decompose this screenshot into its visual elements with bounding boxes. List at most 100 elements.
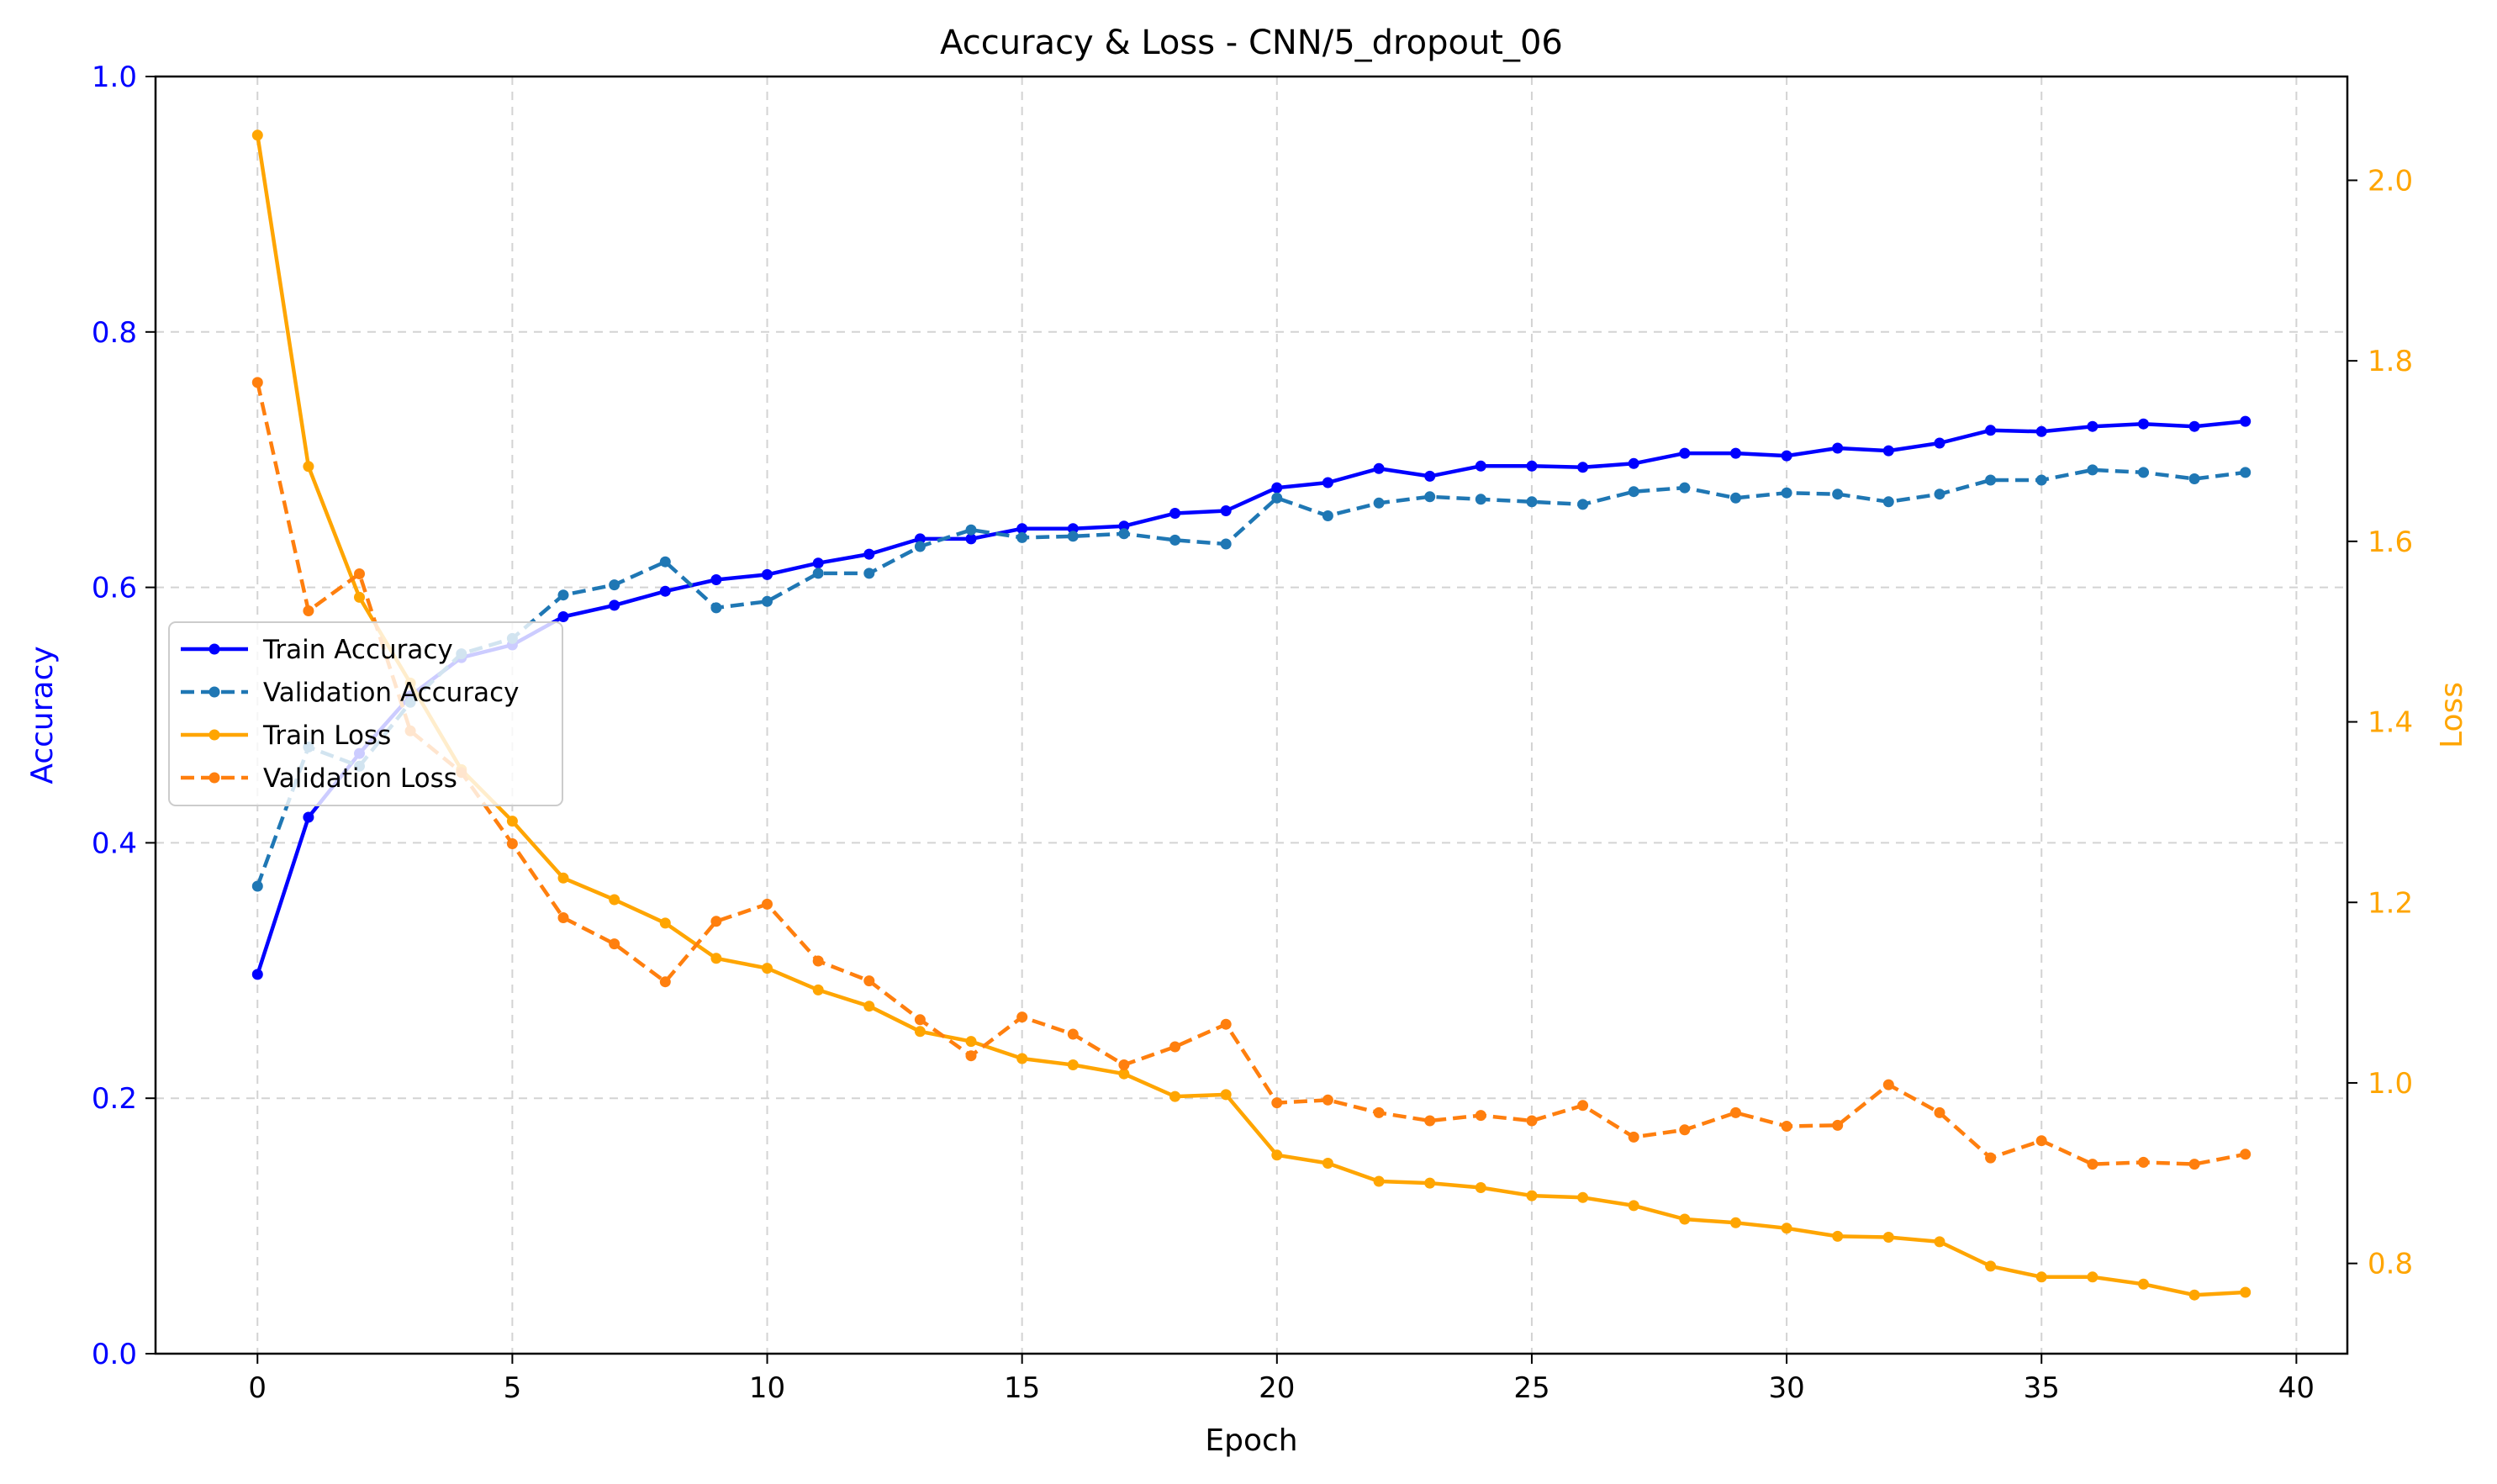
data-point-validation-accuracy <box>2138 467 2149 478</box>
data-point-validation-accuracy <box>659 556 671 568</box>
data-point-train-loss <box>812 984 824 995</box>
data-point-train-loss <box>1169 1091 1181 1102</box>
data-point-validation-accuracy <box>251 880 263 892</box>
data-point-validation-loss <box>1628 1131 1639 1143</box>
data-point-validation-accuracy <box>914 541 926 552</box>
data-point-train-loss <box>965 1036 977 1048</box>
data-point-train-accuracy <box>1067 523 1079 535</box>
legend-label-train-accuracy: Train Accuracy <box>262 635 453 665</box>
series-line-validation-accuracy <box>256 467 2246 887</box>
x-tick-label: 25 <box>1513 1371 1549 1405</box>
data-point-validation-loss <box>2240 1149 2252 1160</box>
axes-layer: 0 5 10 15 20 25 30 35 40 0.0 0.2 0.4 0.6 0.8 1.0 0.8 1.0… <box>92 61 2413 1405</box>
data-point-train-loss <box>1016 1053 1028 1064</box>
data-point-validation-loss <box>1169 1041 1181 1053</box>
y-left-tick-label: 0.6 <box>92 572 137 605</box>
data-point-train-loss <box>1882 1232 1894 1243</box>
data-point-train-accuracy <box>1322 477 1333 489</box>
data-point-validation-accuracy <box>557 589 569 601</box>
data-point-validation-accuracy <box>1067 531 1079 542</box>
y-right-tick-label: 1.0 <box>2368 1067 2413 1101</box>
data-point-validation-accuracy <box>1781 487 1792 499</box>
legend-box <box>168 621 563 806</box>
data-point-train-accuracy <box>251 969 263 980</box>
data-point-train-accuracy <box>710 574 722 585</box>
data-point-train-loss <box>1832 1230 1844 1242</box>
data-point-validation-loss <box>1067 1028 1079 1040</box>
data-point-validation-accuracy <box>762 595 773 607</box>
data-point-validation-loss <box>914 1014 926 1026</box>
data-point-train-loss <box>506 816 518 827</box>
data-point-validation-accuracy <box>710 602 722 614</box>
x-tick-label: 5 <box>504 1371 522 1405</box>
y-left-tick-label: 0.2 <box>92 1082 137 1116</box>
x-tick-label: 10 <box>749 1371 785 1405</box>
x-tick-label: 20 <box>1259 1371 1295 1405</box>
data-point-train-accuracy <box>2035 425 2047 437</box>
data-point-validation-accuracy <box>812 568 824 579</box>
x-tick-label: 0 <box>248 1371 267 1405</box>
data-point-validation-accuracy <box>1118 528 1130 540</box>
y-right-tick-label: 1.6 <box>2368 525 2413 559</box>
data-point-validation-loss <box>1781 1121 1792 1132</box>
data-point-train-accuracy <box>863 548 875 560</box>
data-point-validation-loss <box>1475 1110 1486 1122</box>
data-point-validation-accuracy <box>1628 486 1639 498</box>
data-point-train-loss <box>1322 1158 1333 1169</box>
series-line-validation-loss <box>256 382 2246 1166</box>
data-point-train-loss <box>1424 1177 1436 1189</box>
x-axis-label: Epoch <box>1205 1423 1297 1458</box>
data-point-validation-loss <box>354 568 365 579</box>
series-layer <box>251 129 2252 1301</box>
y-right-tick-label: 0.8 <box>2368 1248 2413 1281</box>
data-point-train-loss <box>1985 1260 1997 1272</box>
data-point-validation-loss <box>812 955 824 967</box>
data-point-validation-loss <box>1934 1106 1945 1118</box>
data-point-validation-loss <box>762 898 773 910</box>
data-point-validation-loss <box>965 1050 977 1062</box>
data-point-validation-accuracy <box>1322 510 1333 521</box>
data-point-validation-loss <box>710 916 722 927</box>
data-point-validation-loss <box>1730 1106 1741 1118</box>
data-point-train-accuracy <box>1475 460 1486 472</box>
data-point-train-loss <box>1679 1213 1691 1225</box>
data-point-validation-accuracy <box>965 524 977 536</box>
data-point-validation-accuracy <box>1373 497 1385 509</box>
data-point-train-loss <box>762 963 773 974</box>
data-point-validation-loss <box>609 938 620 950</box>
data-point-train-accuracy <box>762 568 773 580</box>
data-point-validation-loss <box>1526 1115 1538 1127</box>
data-point-validation-accuracy <box>1882 496 1894 508</box>
series-train-loss <box>251 129 2252 1301</box>
series-line-train-loss <box>256 135 2246 1297</box>
data-point-train-loss <box>1628 1200 1639 1212</box>
data-point-train-loss <box>2087 1271 2098 1283</box>
data-point-validation-loss <box>506 838 518 849</box>
data-point-train-accuracy <box>1577 462 1589 473</box>
data-point-train-loss <box>863 1001 875 1012</box>
data-point-train-loss <box>1934 1236 1945 1248</box>
data-point-validation-accuracy <box>609 579 620 591</box>
data-point-train-accuracy <box>1169 508 1181 519</box>
data-point-validation-loss <box>557 912 569 923</box>
data-point-train-accuracy <box>1934 437 1945 449</box>
data-point-validation-accuracy <box>1220 538 1232 550</box>
y-right-tick-label: 1.4 <box>2368 706 2413 740</box>
y-left-axis-label: Accuracy <box>25 646 60 784</box>
legend-label-train-loss: Train Loss <box>262 721 391 751</box>
legend-marker-validation-accuracy <box>209 686 220 698</box>
chart-title: Accuracy & Loss - CNN/5_dropout_06 <box>940 24 1563 62</box>
legend-marker-train-loss <box>209 729 220 741</box>
data-point-validation-accuracy <box>1934 489 1945 500</box>
data-point-train-accuracy <box>2087 420 2098 432</box>
y-right-tick-label: 1.2 <box>2368 886 2413 920</box>
data-point-validation-loss <box>1832 1119 1844 1131</box>
legend-marker-train-accuracy <box>209 643 220 655</box>
data-point-validation-loss <box>1016 1011 1028 1023</box>
data-point-train-accuracy <box>659 585 671 597</box>
data-point-train-loss <box>1067 1059 1079 1070</box>
data-point-validation-loss <box>1220 1018 1232 1030</box>
data-point-validation-accuracy <box>2035 474 2047 486</box>
data-point-train-accuracy <box>1118 520 1130 532</box>
